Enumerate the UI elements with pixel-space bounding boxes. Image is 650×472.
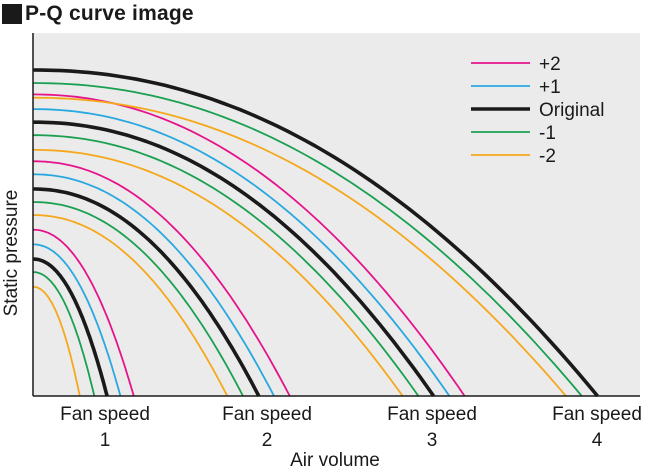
curve-fan-speed-2-minus-1 xyxy=(32,201,244,397)
curve-fan-speed-4-minus-2 xyxy=(32,96,567,397)
x-tick-fan-speed-1: Fan speed 1 xyxy=(60,404,150,451)
x-tick-fan-speed-3: Fan speed 3 xyxy=(387,404,477,451)
x-tick-fan-speed-2: Fan speed 2 xyxy=(222,404,312,451)
curve-fan-speed-2-minus-2 xyxy=(33,214,229,397)
chart-title-text: P-Q curve image xyxy=(25,2,194,25)
legend-label-plusminus-1: +1 xyxy=(539,77,561,98)
curve-fan-speed-2-plusminus-2 xyxy=(33,160,291,397)
x-axis-label: Air volume xyxy=(290,450,380,471)
title-bullet-square xyxy=(2,4,22,24)
legend-label-plusminus-2: +2 xyxy=(539,54,561,75)
y-axis-label: Static pressure xyxy=(1,189,22,317)
curve-fan-speed-2-original xyxy=(33,187,261,397)
curve-fan-speed-1-plusminus-2 xyxy=(32,228,135,397)
curve-fan-speed-1-minus-1 xyxy=(33,271,96,397)
legend-label-original: Original xyxy=(539,100,604,121)
x-tick-fan-speed-4: Fan speed 4 xyxy=(552,404,642,451)
curve-fan-speed-3-original xyxy=(33,120,436,398)
legend-label-minus-1: -1 xyxy=(539,123,556,144)
curve-fan-speed-3-minus-2 xyxy=(33,148,404,397)
curve-fan-speed-2-plusminus-1 xyxy=(32,173,275,397)
curve-fan-speed-4-original xyxy=(32,68,599,398)
curve-fan-speed-3-minus-1 xyxy=(33,134,420,397)
curve-fan-speed-4-minus-1 xyxy=(32,82,583,397)
plot-area xyxy=(33,33,640,396)
chart-title: P-Q curve image xyxy=(2,0,194,28)
curves-layer xyxy=(32,68,599,398)
curve-fan-speed-1-minus-2 xyxy=(32,285,81,397)
curve-fan-speed-1-original xyxy=(32,257,109,397)
legend-label-minus-2: -2 xyxy=(539,146,556,167)
curve-fan-speed-1-plusminus-1 xyxy=(33,243,122,397)
curve-fan-speed-3-plusminus-1 xyxy=(32,108,451,397)
